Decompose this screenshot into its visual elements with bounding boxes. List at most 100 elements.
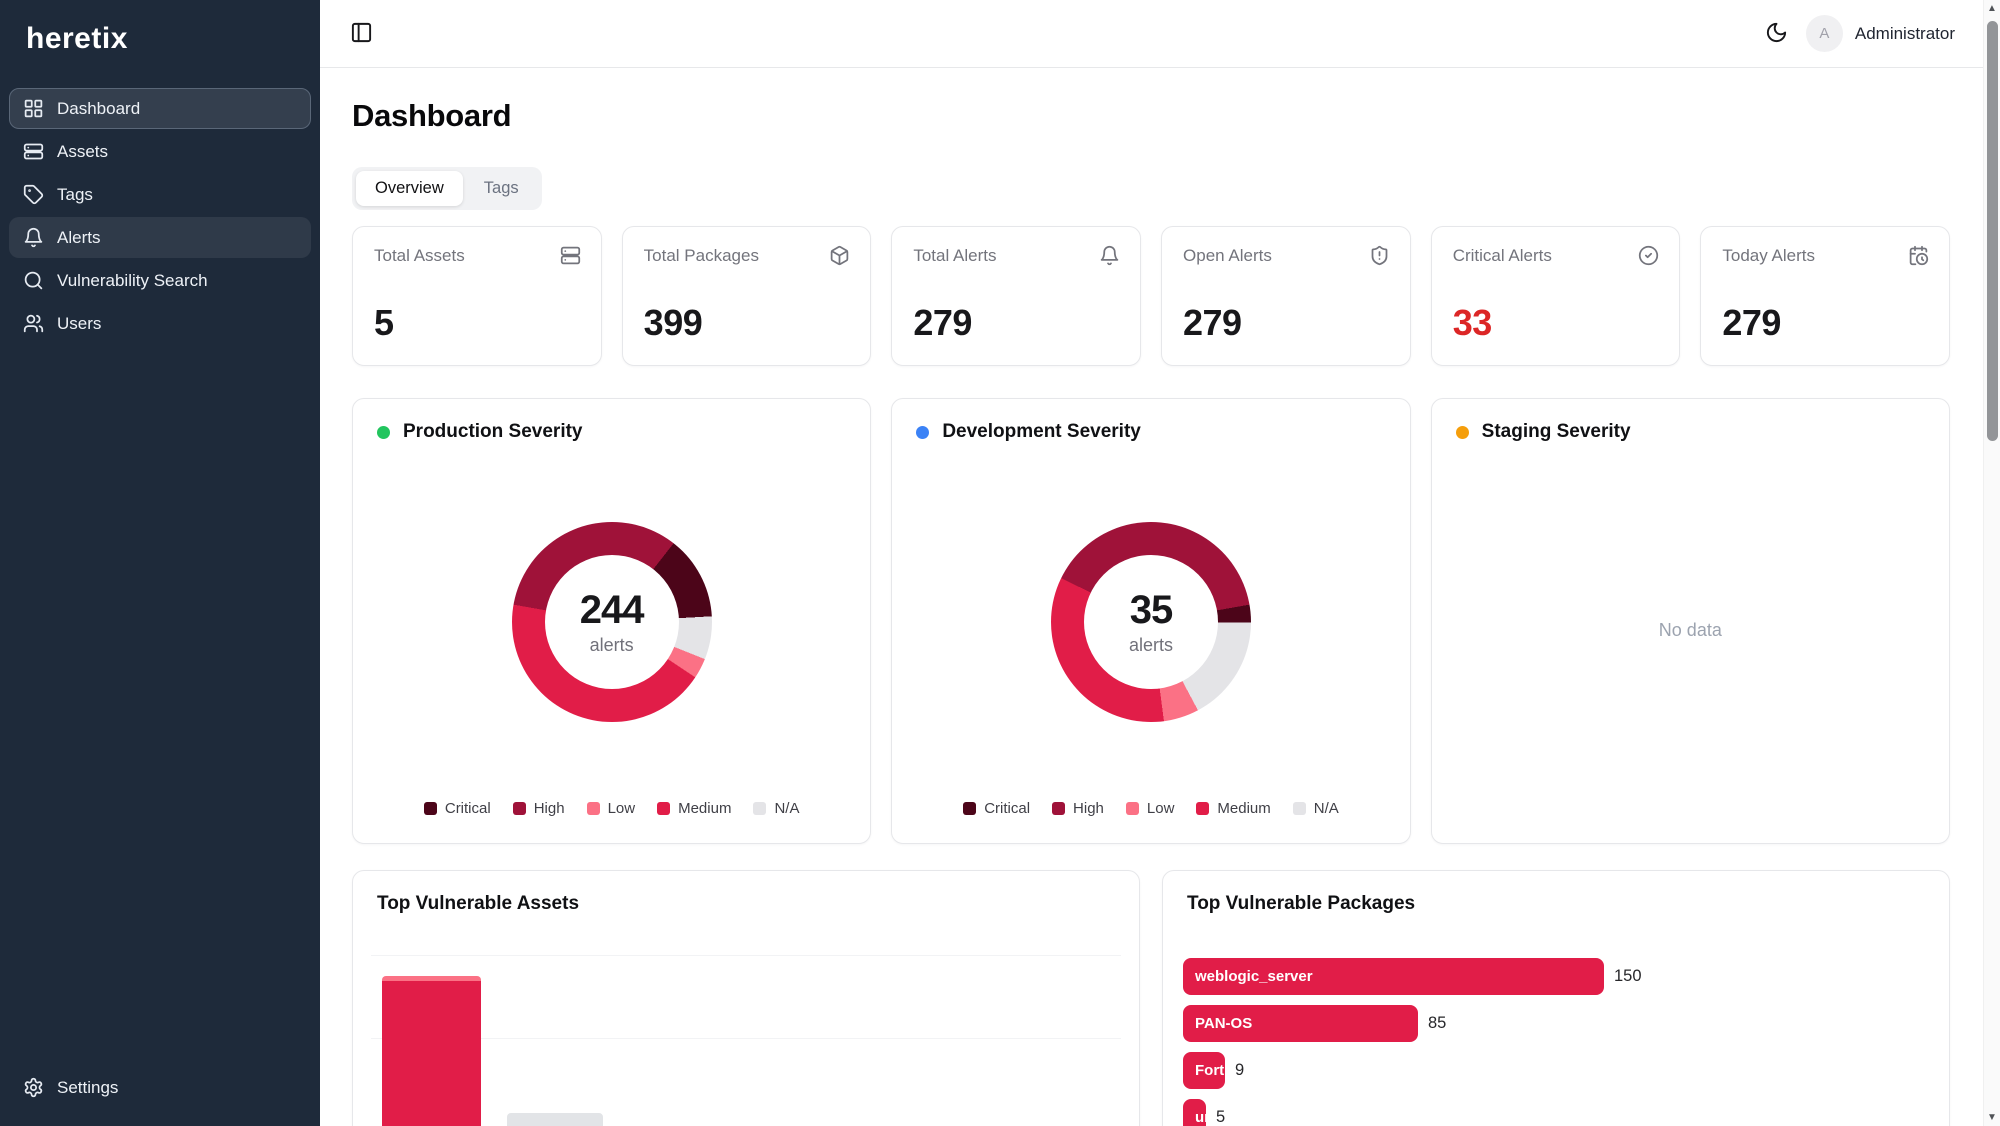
- sidebar-item-settings[interactable]: Settings: [9, 1067, 311, 1108]
- package-bar-row: weblogic_server 150: [1183, 958, 1929, 995]
- stat-card-today-alerts: Today Alerts 279: [1700, 226, 1951, 366]
- package-bar: weblogic_server: [1183, 958, 1604, 995]
- sidebar-nav: Dashboard Assets Tags Alerts Vulnerabili…: [0, 88, 320, 344]
- top-vulnerable-packages-chart: weblogic_server 150 PAN-OS 85 Forti 9 ur 5: [1183, 958, 1929, 1126]
- development-severity-card: Development Severity 35 alerts Critical H…: [891, 398, 1411, 844]
- package-bar-value: 150: [1614, 967, 1642, 985]
- avatar: A: [1805, 15, 1843, 52]
- legend-swatch: [1196, 802, 1210, 815]
- sidebar: heretix Dashboard Assets Tags Alerts: [0, 0, 320, 1126]
- app-logo: heretix: [26, 22, 128, 55]
- legend-label: N/A: [774, 800, 800, 817]
- card-title: Top Vulnerable Assets: [377, 893, 580, 914]
- sidebar-toggle-button[interactable]: [346, 17, 377, 51]
- tag-icon: [23, 184, 44, 205]
- legend-item-critical: Critical: [423, 800, 491, 817]
- stat-value: 279: [913, 302, 972, 343]
- sidebar-item-label: Assets: [57, 141, 109, 161]
- card-header: Production Severity: [377, 421, 846, 443]
- legend-item-na: N/A: [1292, 800, 1339, 817]
- stat-card-total-assets: Total Assets 5: [352, 226, 602, 366]
- package-bar-row: PAN-OS 85: [1183, 1005, 1929, 1042]
- legend-swatch: [963, 802, 977, 815]
- assets-icon: [23, 141, 44, 162]
- package-bar-value: 9: [1235, 1061, 1245, 1079]
- card-title: Staging Severity: [1481, 421, 1631, 442]
- sidebar-item-label: Users: [57, 313, 102, 333]
- user-name: Administrator: [1854, 23, 1955, 43]
- sidebar-item-tags[interactable]: Tags: [9, 174, 311, 215]
- legend-item-low: Low: [586, 800, 635, 817]
- stat-label: Total Alerts: [913, 246, 997, 265]
- sidebar-item-vulnerability-search[interactable]: Vulnerability Search: [9, 260, 311, 301]
- top-vulnerable-assets-card: Top Vulnerable Assets: [352, 870, 1140, 1126]
- top-vulnerable-packages-card: Top Vulnerable Packages weblogic_server 1…: [1162, 870, 1950, 1126]
- legend-label: High: [1073, 800, 1104, 817]
- theme-toggle-button[interactable]: [1761, 17, 1792, 51]
- legend-item-high: High: [512, 800, 565, 817]
- production-indicator-dot: [377, 425, 390, 439]
- tab-tags[interactable]: Tags: [465, 171, 538, 206]
- scrollbar-up-arrow[interactable]: ▲: [1987, 3, 1997, 14]
- bell-icon: [1099, 245, 1120, 271]
- scrollbar: ▲ ▼: [1983, 0, 2000, 1126]
- stat-value: 5: [374, 302, 394, 343]
- sidebar-item-alerts[interactable]: Alerts: [9, 217, 311, 258]
- legend-swatch: [1125, 802, 1139, 815]
- user-menu[interactable]: A Administrator: [1805, 15, 1955, 52]
- chart-gridline: [371, 1038, 1121, 1039]
- asset-bar-2: [507, 1113, 603, 1126]
- calendar-clock-icon: [1908, 245, 1929, 271]
- legend-swatch: [512, 802, 526, 815]
- legend-item-low: Low: [1125, 800, 1174, 817]
- stat-card-total-alerts: Total Alerts 279: [891, 226, 1142, 366]
- legend-swatch: [657, 802, 671, 815]
- stat-value: 399: [643, 302, 703, 343]
- page-title: Dashboard: [352, 98, 512, 133]
- legend-swatch: [586, 802, 600, 815]
- legend-item-high: High: [1052, 800, 1104, 817]
- topbar-right: A Administrator: [1761, 15, 1955, 52]
- sidebar-item-label: Vulnerability Search: [57, 270, 208, 290]
- tab-overview[interactable]: Overview: [356, 171, 463, 206]
- legend-label: Critical: [444, 800, 491, 817]
- staging-indicator-dot: [1455, 425, 1469, 439]
- stat-value: 279: [1722, 302, 1781, 343]
- scrollbar-thumb[interactable]: [1986, 21, 1998, 441]
- page-content: Dashboard Overview Tags Total Assets 5 T…: [320, 98, 1983, 1126]
- sidebar-item-label: Settings: [57, 1077, 119, 1097]
- sidebar-item-assets[interactable]: Assets: [9, 131, 311, 172]
- package-bar-row: ur 5: [1183, 1099, 1929, 1126]
- donut-area: 244 alerts: [377, 443, 846, 800]
- card-title: Development Severity: [942, 421, 1141, 442]
- donut-center: 244 alerts: [544, 554, 679, 689]
- gear-icon: [23, 1077, 44, 1098]
- sidebar-item-label: Tags: [57, 184, 93, 204]
- package-bar-row: Forti 9: [1183, 1052, 1929, 1089]
- stat-value: 33: [1452, 302, 1493, 343]
- scrollbar-down-arrow[interactable]: ▼: [1987, 1112, 1997, 1123]
- sidebar-item-dashboard[interactable]: Dashboard: [9, 88, 311, 129]
- donut-center-label: alerts: [1128, 634, 1173, 655]
- top-vulnerable-assets-chart: [353, 871, 1139, 1126]
- donut-center-label: alerts: [589, 634, 634, 655]
- asset-bar-segment-low: [382, 976, 481, 981]
- legend-label: Critical: [984, 800, 1031, 817]
- charts-row: Top Vulnerable Assets Top Vulnerable Pac…: [352, 870, 1950, 1126]
- stat-label: Total Assets: [374, 246, 465, 265]
- legend-item-medium: Medium: [1196, 800, 1271, 817]
- donut-center-value: 244: [579, 587, 645, 632]
- shield-alert-icon: [1369, 245, 1390, 271]
- stat-value: 279: [1183, 302, 1242, 343]
- tabs: Overview Tags: [352, 167, 542, 210]
- topbar: A Administrator: [320, 0, 1983, 68]
- package-bar-value: 5: [1216, 1108, 1226, 1126]
- production-severity-donut: 244 alerts: [511, 521, 712, 722]
- legend-swatch: [753, 802, 767, 815]
- package-bar: PAN-OS: [1183, 1005, 1418, 1042]
- asset-bar-segment-na: [507, 1113, 603, 1126]
- server-icon: [560, 245, 581, 271]
- package-bar-value: 85: [1428, 1014, 1447, 1032]
- sidebar-item-users[interactable]: Users: [9, 303, 311, 344]
- search-icon: [23, 270, 44, 291]
